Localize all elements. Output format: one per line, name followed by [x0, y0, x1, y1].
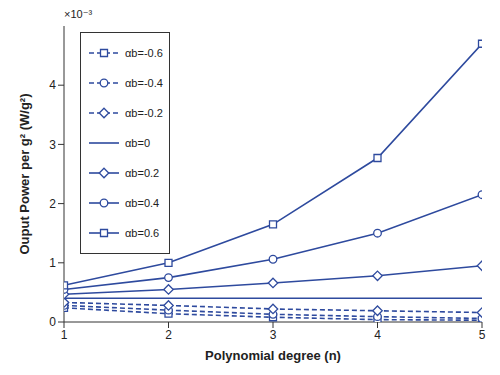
html-text:αb=0.4: αb=0.4: [125, 197, 160, 209]
svg-text:4: 4: [374, 328, 381, 342]
svg-text:4: 4: [49, 78, 56, 92]
html-text:αb=-0.6: αb=-0.6: [125, 47, 163, 59]
svg-text:2: 2: [165, 328, 172, 342]
svg-text:5: 5: [479, 328, 486, 342]
html-text:αb=0: αb=0: [125, 137, 150, 149]
html-text:αb=-0.4: αb=-0.4: [125, 77, 163, 89]
svg-text:0: 0: [49, 315, 56, 329]
html-text:×10⁻³: ×10⁻³: [64, 8, 93, 20]
svg-text:Ouput Power per g² (W/g²): Ouput Power per g² (W/g²): [17, 93, 32, 254]
html-text:αb=-0.2: αb=-0.2: [125, 107, 163, 119]
html-text:αb=0.6: αb=0.6: [125, 227, 160, 239]
svg-text:2: 2: [49, 197, 56, 211]
svg-text:1: 1: [61, 328, 68, 342]
html-text:αb=0.2: αb=0.2: [125, 167, 160, 179]
svg-text:Polynomial degree (n): Polynomial degree (n): [205, 348, 341, 363]
svg-text:1: 1: [49, 256, 56, 270]
svg-text:3: 3: [270, 328, 277, 342]
svg-text:3: 3: [49, 138, 56, 152]
